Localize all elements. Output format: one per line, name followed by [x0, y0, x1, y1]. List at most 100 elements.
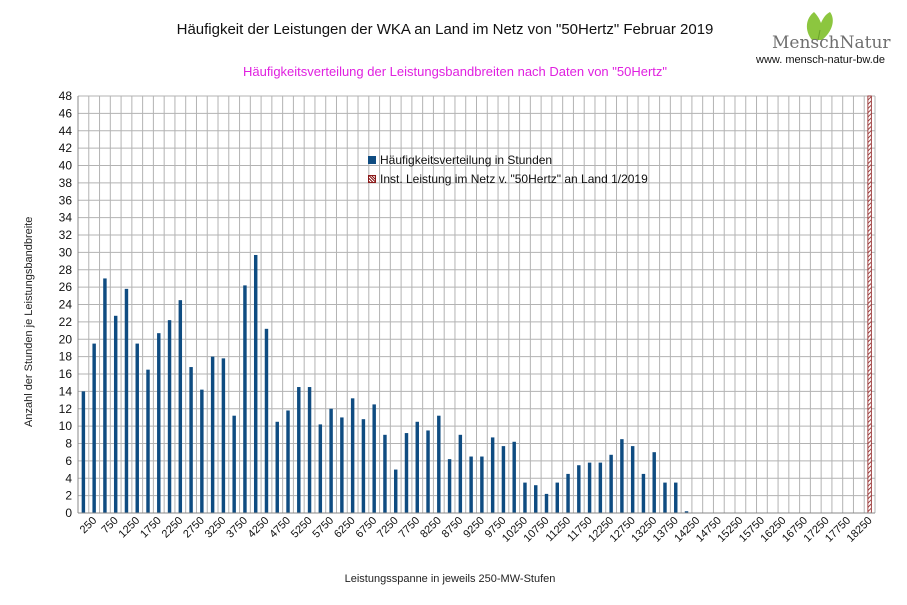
bar-frequency: [383, 434, 387, 513]
bar-frequency: [167, 320, 172, 513]
bar-frequency: [620, 439, 624, 513]
bar-frequency: [286, 410, 290, 513]
legend-swatch-frequency: [368, 155, 376, 164]
y-tick-label: 48: [59, 89, 73, 103]
bar-frequency: [103, 278, 107, 513]
bar-frequency: [178, 300, 183, 513]
bar-frequency: [361, 419, 366, 513]
y-tick-label: 40: [59, 159, 73, 173]
x-tick-label: 7250: [375, 515, 401, 541]
bar-frequency: [232, 415, 236, 513]
bar-frequency: [189, 367, 193, 513]
bar-frequency: [641, 473, 646, 513]
x-tick-label: 5250: [289, 515, 315, 541]
bar-frequency: [329, 408, 333, 513]
bar-frequency: [157, 333, 161, 513]
bar-frequency: [458, 434, 463, 513]
bar-frequency: [630, 446, 635, 513]
y-tick-label: 6: [65, 454, 72, 468]
bar-frequency: [135, 343, 139, 513]
bar-frequency: [307, 387, 312, 513]
y-tick-label: 22: [59, 315, 73, 329]
bar-frequency: [146, 369, 150, 513]
bar-frequency: [221, 358, 226, 513]
x-tick-label: 8250: [418, 515, 444, 541]
bar-frequency: [350, 398, 355, 513]
bar-frequency: [684, 511, 689, 513]
bar-frequency: [534, 485, 538, 513]
x-tick-label: 4250: [246, 515, 272, 541]
y-tick-label: 32: [59, 228, 73, 242]
x-tick-label: 2750: [181, 515, 207, 541]
bar-installed-capacity: [867, 95, 872, 514]
x-axis-label: Leistungsspanne in jeweils 250-MW-Stufen: [344, 573, 556, 585]
y-tick-label: 38: [59, 176, 73, 190]
legend-label-installed-capacity: Inst. Leistung im Netz v. "50Hertz" an L…: [380, 171, 648, 186]
bar-frequency: [404, 433, 409, 513]
x-tick-label: 6750: [354, 515, 380, 541]
bar-frequency: [210, 356, 215, 513]
y-tick-label: 24: [59, 298, 73, 312]
y-tick-label: 0: [65, 506, 72, 520]
x-tick-label: 8750: [440, 515, 466, 541]
x-tick-label: 7750: [397, 515, 423, 541]
legend-item-installed-capacity: Inst. Leistung im Netz v. "50Hertz" an L…: [368, 169, 648, 188]
y-tick-label: 14: [59, 384, 73, 398]
y-axis-label: Anzahl der Stunden je Leistungsbandbreit…: [23, 216, 35, 427]
x-tick-label: 2250: [160, 515, 186, 541]
legend-label-frequency: Häufigkeitsverteilung in Stunden: [380, 152, 553, 167]
y-tick-label: 26: [59, 280, 73, 294]
y-tick-label: 18: [59, 350, 73, 364]
bar-frequency: [544, 493, 549, 513]
x-tick-label: 250: [78, 515, 99, 536]
x-tick-label: 3250: [203, 515, 229, 541]
y-tick-label: 36: [59, 193, 73, 207]
logo-name: MenschNatur: [772, 33, 891, 53]
bar-frequency: [501, 446, 506, 513]
bar-frequency: [253, 254, 258, 513]
bar-frequency: [415, 421, 419, 513]
bar-frequency: [566, 473, 570, 513]
bar-frequency: [447, 459, 452, 513]
y-tick-label: 10: [59, 419, 73, 433]
bar-frequency: [609, 454, 613, 513]
bar-frequency: [264, 328, 269, 513]
x-tick-label: 1750: [138, 515, 164, 541]
x-tick-label: 4750: [267, 515, 293, 541]
bar-frequency: [340, 417, 344, 513]
bar-frequency: [81, 391, 86, 513]
y-tick-label: 8: [65, 437, 72, 451]
y-tick-label: 42: [59, 141, 73, 155]
bar-frequency: [587, 462, 592, 513]
x-tick-label: 6250: [332, 515, 358, 541]
ginkgo-leaf-logo-icon: [806, 12, 833, 41]
y-tick-label: 46: [59, 106, 73, 120]
bar-frequency: [318, 424, 323, 513]
x-tick-label: 5750: [310, 515, 336, 541]
bar-frequency: [243, 285, 247, 513]
bar-frequency: [200, 389, 204, 513]
bar-frequency: [512, 441, 516, 513]
bar-frequency: [480, 456, 484, 513]
bar-frequency: [393, 469, 398, 513]
x-tick-label: 1250: [117, 515, 143, 541]
bar-frequency: [598, 462, 603, 513]
bar-frequency: [523, 482, 527, 513]
bar-frequency: [275, 421, 279, 513]
y-tick-label: 4: [65, 471, 72, 485]
y-tick-label: 28: [59, 263, 73, 277]
legend-item-frequency: Häufigkeitsverteilung in Stunden: [368, 150, 648, 169]
chart-legend: Häufigkeitsverteilung in Stunden Inst. L…: [368, 150, 648, 188]
bar-frequency: [297, 387, 301, 513]
x-tick-label: 9250: [461, 515, 487, 541]
legend-swatch-installed-capacity: [368, 174, 376, 183]
logo-url: www. mensch-natur-bw.de: [756, 54, 885, 66]
bar-frequency: [577, 465, 581, 513]
bar-frequency: [113, 315, 118, 513]
x-tick-label: 3750: [224, 515, 250, 541]
bar-frequency: [372, 404, 376, 513]
bar-frequency: [663, 482, 667, 513]
chart-subtitle: Häufigkeitsverteilung der Leistungsbandb…: [242, 64, 668, 79]
bar-frequency: [652, 452, 656, 513]
